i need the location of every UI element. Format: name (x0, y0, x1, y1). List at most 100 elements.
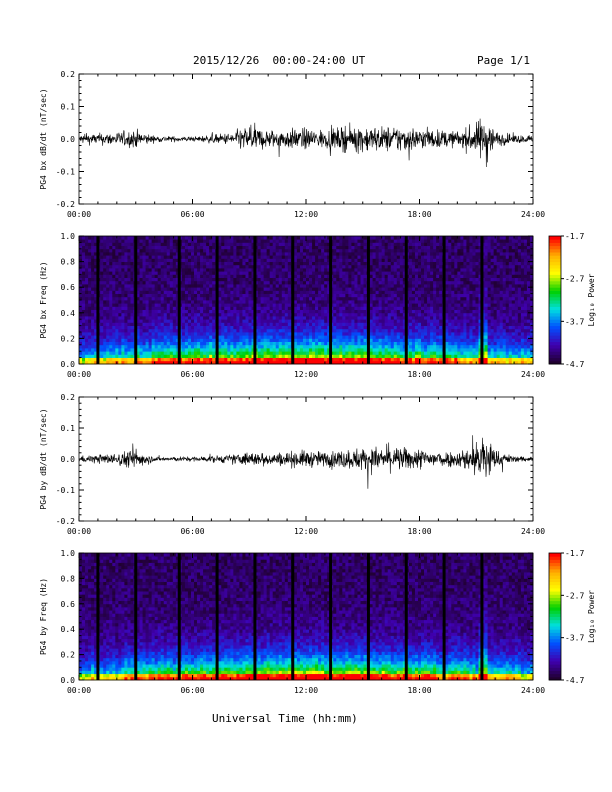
heatmap-cell (324, 264, 328, 269)
heatmap-cell (109, 332, 113, 336)
heatmap-cell (260, 322, 265, 326)
heatmap-cell (239, 312, 243, 317)
heatmap-cell (203, 306, 207, 310)
heatmap-cell (293, 328, 298, 333)
heatmap-cell (296, 354, 301, 358)
heatmap-cell (163, 300, 168, 304)
heatmap-cell (357, 264, 361, 269)
heatmap-cell (115, 300, 119, 304)
heatmap-cell (378, 348, 383, 352)
heatmap-cell (115, 268, 119, 272)
heatmap-cell (327, 303, 331, 307)
heatmap-cell (236, 351, 240, 355)
heatmap-cell (269, 316, 274, 320)
heatmap-cell (272, 287, 277, 291)
heatmap-cell (396, 236, 401, 240)
heatmap-cell (181, 268, 186, 272)
heatmap-cell (387, 277, 392, 282)
heatmap-cell (436, 245, 440, 250)
heatmap-cell (194, 287, 198, 291)
heatmap-cell (333, 328, 337, 333)
heatmap-cell (187, 325, 192, 330)
heatmap-cell (390, 268, 395, 272)
heatmap-cell (248, 255, 252, 259)
heatmap-cell (197, 236, 201, 240)
heatmap-cell (421, 271, 425, 275)
heatmap-cell (251, 245, 255, 250)
heatmap-cell (318, 328, 322, 333)
heatmap-cell (296, 290, 301, 294)
heatmap-cell (224, 312, 228, 317)
heatmap-cell (360, 328, 364, 333)
heatmap-cell (236, 341, 240, 346)
heatmap-cell (245, 287, 249, 291)
heatmap-cell (181, 258, 186, 262)
heatmap-cell (375, 293, 380, 298)
heatmap-cell (284, 319, 289, 323)
heatmap-cell (203, 319, 207, 323)
heatmap-cell (154, 261, 159, 266)
heatmap-cell (157, 322, 162, 326)
heatmap-cell (321, 284, 325, 288)
heatmap-cell (436, 258, 440, 262)
heatmap-cell (384, 338, 389, 342)
heatmap-cell (445, 258, 449, 262)
heatmap-cell (439, 287, 443, 291)
heatmap-cell (115, 271, 119, 275)
heatmap-cell (284, 306, 289, 310)
heatmap-cell (309, 290, 313, 294)
heatmap-cell (299, 344, 304, 349)
heatmap-cell (269, 348, 274, 352)
heatmap-cell (91, 300, 95, 304)
heatmap-cell (411, 284, 416, 288)
heatmap-cell (339, 236, 343, 240)
heatmap-cell (127, 271, 131, 275)
heatmap-cell (299, 264, 304, 269)
heatmap-cell (124, 293, 128, 298)
heatmap-cell (411, 242, 416, 246)
heatmap-cell (85, 252, 89, 256)
heatmap-cell (100, 258, 104, 262)
heatmap-cell (266, 303, 271, 307)
heatmap-cell (445, 236, 449, 240)
heatmap-cell (345, 309, 349, 314)
heatmap-cell (194, 312, 198, 317)
heatmap-cell (230, 293, 234, 298)
heatmap-cell (136, 268, 140, 272)
heatmap-cell (194, 344, 198, 349)
heatmap-cell (245, 268, 249, 272)
heatmap-cell (224, 268, 228, 272)
heatmap-cell (393, 332, 398, 336)
heatmap-cell (430, 280, 434, 285)
heatmap-cell (363, 354, 367, 358)
heatmap-cell (439, 316, 443, 320)
heatmap-cell (384, 341, 389, 346)
heatmap-cell (103, 312, 107, 317)
heatmap-cell (360, 252, 364, 256)
heatmap-cell (269, 325, 274, 330)
heatmap-cell (260, 284, 265, 288)
heatmap-cell (206, 264, 210, 269)
heatmap-cell (88, 239, 92, 243)
heatmap-cell (203, 338, 207, 342)
heatmap-cell (121, 255, 125, 259)
heatmap-cell (309, 252, 313, 256)
heatmap-cell (390, 306, 395, 310)
heatmap-cell (227, 348, 231, 352)
heatmap-cell (369, 300, 373, 304)
heatmap-cell (411, 319, 416, 323)
heatmap-cell (354, 348, 358, 352)
heatmap-cell (181, 264, 186, 269)
heatmap-cell (151, 261, 156, 266)
heatmap-cell (112, 360, 116, 365)
heatmap-cell (348, 252, 352, 256)
heatmap-cell (224, 248, 228, 253)
heatmap-cell (387, 332, 392, 336)
heatmap-cell (142, 239, 146, 243)
heatmap-cell (375, 316, 380, 320)
heatmap-cell (88, 252, 92, 256)
heatmap-cell (375, 239, 380, 243)
heatmap-cell (91, 296, 95, 301)
heatmap-cell (187, 348, 192, 352)
